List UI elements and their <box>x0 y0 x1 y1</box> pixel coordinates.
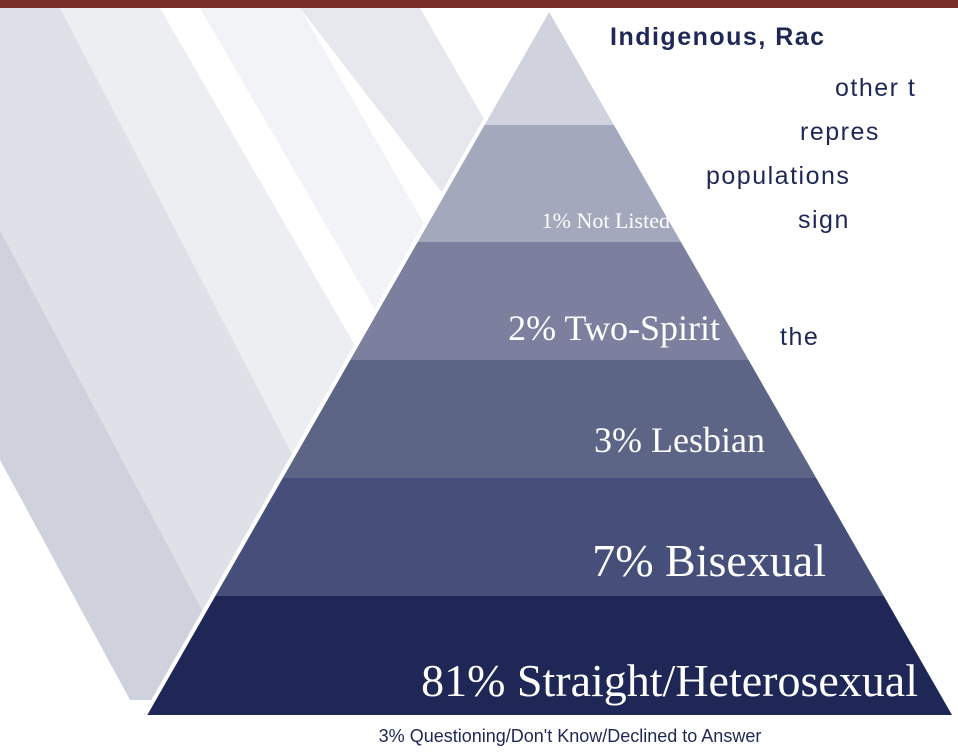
pyramid-layer <box>279 360 817 478</box>
top-bar <box>0 0 958 8</box>
pyramid-edge <box>143 9 550 716</box>
pyramid-layer <box>347 242 749 360</box>
pyramid <box>144 10 952 715</box>
side-line: sign <box>798 206 850 234</box>
side-line: populations <box>706 162 850 190</box>
side-line: repres <box>800 118 880 146</box>
side-line: the <box>780 323 819 351</box>
pyramid-layer <box>212 478 884 596</box>
pyramid-layer <box>415 125 681 242</box>
pyramid-layer <box>482 10 614 125</box>
footnote: 3% Questioning/Don't Know/Declined to An… <box>379 726 762 746</box>
layer-label: 7% Bisexual <box>592 535 826 586</box>
pyramid-layer <box>144 596 952 715</box>
layer-label: 81% Straight/Heterosexual <box>421 655 918 706</box>
layer-label: 3% Lesbian <box>594 420 765 460</box>
side-line: other t <box>835 74 916 102</box>
layer-label: 1% Not Listed <box>542 208 670 233</box>
layer-label: 2% Two-Spirit <box>508 308 720 348</box>
side-heading: Indigenous, Rac <box>610 23 826 51</box>
